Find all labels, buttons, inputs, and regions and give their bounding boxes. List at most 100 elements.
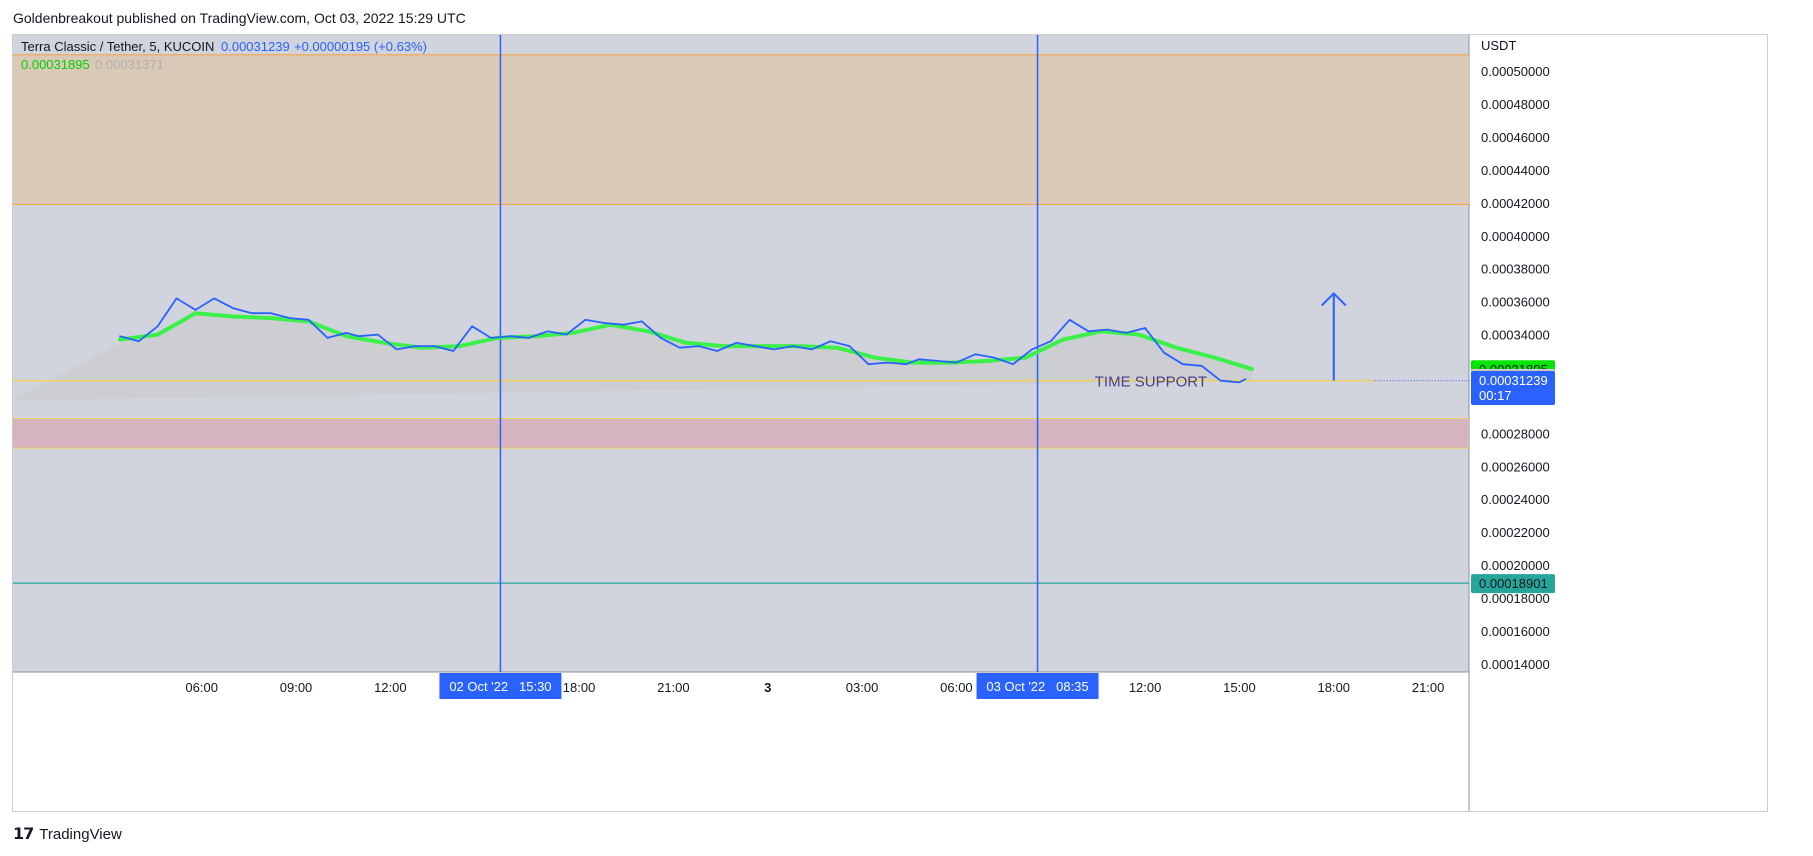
price-point — [414, 345, 417, 347]
price-point — [1031, 348, 1033, 351]
price-point — [546, 330, 549, 333]
price-label: 0.00018901 — [1479, 576, 1548, 591]
price-point — [433, 345, 436, 347]
price-point — [326, 337, 329, 339]
price-point — [773, 348, 775, 351]
price-point — [735, 342, 738, 344]
price-point — [1238, 381, 1241, 384]
price-point — [1163, 351, 1165, 354]
price-point — [194, 309, 197, 311]
legend-ma-value: 0.00031895 — [21, 57, 90, 72]
price-point — [584, 318, 587, 321]
price-point — [119, 335, 121, 338]
price-point — [137, 340, 140, 342]
price-point — [886, 361, 889, 364]
price-point — [395, 348, 398, 351]
price-point — [358, 335, 360, 338]
time-axis-bg — [13, 672, 1469, 811]
y-tick-label: 0.00022000 — [1481, 525, 1550, 540]
price-axis-bg — [1469, 35, 1767, 811]
y-tick-label: 0.00042000 — [1481, 196, 1550, 211]
price-point — [213, 297, 216, 300]
price-point — [1182, 363, 1184, 365]
legend-last-price: 0.00031239 — [221, 39, 290, 54]
price-point — [565, 333, 568, 336]
footer: 𝟭𝟳 TradingView — [13, 824, 122, 844]
y-tick-label: 0.00034000 — [1481, 328, 1550, 343]
publish-info: Goldenbreakout published on TradingView.… — [13, 10, 466, 26]
price-point — [452, 350, 455, 352]
price-point — [1219, 379, 1222, 382]
support-zone — [13, 418, 1469, 449]
y-tick-label: 0.00040000 — [1481, 229, 1550, 244]
time-marker-label: 03 Oct '22 08:35 — [986, 679, 1088, 694]
y-tick-label: 0.00020000 — [1481, 558, 1550, 573]
legend-symbol: Terra Classic / Tether, 5, KUCOIN — [21, 39, 214, 54]
x-tick-label: 18:00 — [1318, 680, 1351, 695]
price-point — [1012, 363, 1014, 365]
price-point — [232, 307, 234, 310]
price-point — [716, 350, 719, 352]
price-point — [622, 323, 624, 326]
time-marker-label: 02 Oct '22 15:30 — [449, 679, 551, 694]
price-point — [792, 345, 794, 347]
price-point — [527, 337, 530, 339]
y-tick-label: 0.00018000 — [1481, 591, 1550, 606]
resistance-zone — [13, 54, 1469, 205]
time-marker-label-bg — [439, 673, 562, 699]
x-tick-label: 06:00 — [185, 680, 218, 695]
price-point — [307, 318, 310, 321]
y-tick-label: 0.00048000 — [1481, 97, 1550, 112]
y-tick-label: 0.00016000 — [1481, 624, 1550, 639]
ma-area-shade — [13, 313, 1253, 401]
time-marker-label-bg — [976, 673, 1099, 699]
price-point — [1068, 318, 1071, 321]
legend-ma2-value: 0.00031371 — [95, 57, 164, 72]
x-tick-label: 12:00 — [1129, 680, 1162, 695]
x-tick-label: 09:00 — [280, 680, 313, 695]
y-tick-label: 0.00036000 — [1481, 295, 1550, 310]
price-point — [175, 297, 178, 300]
price-point — [1106, 328, 1109, 331]
chart-panel[interactable]: TIME SUPPORT USDT 0.00050000 0.00048000 0.00… — [12, 34, 1768, 812]
price-point — [603, 322, 606, 324]
y-tick-label: 0.00046000 — [1481, 130, 1550, 145]
y-tick-label: 0.00044000 — [1481, 163, 1550, 178]
price-point — [829, 340, 832, 342]
price-line — [119, 297, 1247, 384]
price-point — [376, 333, 379, 336]
price-point — [1144, 327, 1146, 329]
legend-change: +0.00000195 (+0.63%) — [294, 39, 427, 54]
price-point — [490, 337, 492, 339]
x-tick-label: 15:00 — [1223, 680, 1256, 695]
price-point — [509, 335, 511, 338]
price-point — [917, 358, 920, 361]
brand-name: TradingView — [39, 825, 122, 843]
y-tick-label: 0.00028000 — [1481, 426, 1550, 441]
x-tick-label: 12:00 — [374, 680, 407, 695]
price-point — [678, 346, 681, 349]
price-point — [471, 325, 473, 328]
x-tick-label: 06:00 — [940, 680, 973, 695]
price-point — [697, 345, 700, 347]
y-tick-label: 0.00024000 — [1481, 492, 1550, 507]
price-point — [905, 363, 907, 365]
price-label: 0.00031239 — [1479, 373, 1548, 388]
price-point — [1087, 330, 1090, 333]
price-point — [1200, 365, 1203, 367]
price-point — [156, 325, 159, 328]
price-point — [993, 356, 995, 359]
price-point — [754, 345, 756, 347]
price-label-bg — [1471, 574, 1555, 594]
price-point — [251, 312, 253, 314]
price-point — [1049, 340, 1052, 342]
price-chart[interactable]: TIME SUPPORT USDT 0.00050000 0.00048000 0.00… — [13, 35, 1768, 812]
price-label-bg — [1471, 371, 1555, 406]
price-point — [974, 353, 977, 356]
y-tick-label: 0.00026000 — [1481, 459, 1550, 474]
price-point — [288, 317, 291, 319]
price-point — [345, 332, 348, 334]
price-point — [867, 363, 870, 365]
price-point — [936, 360, 939, 362]
x-tick-label: 18:00 — [563, 680, 596, 695]
